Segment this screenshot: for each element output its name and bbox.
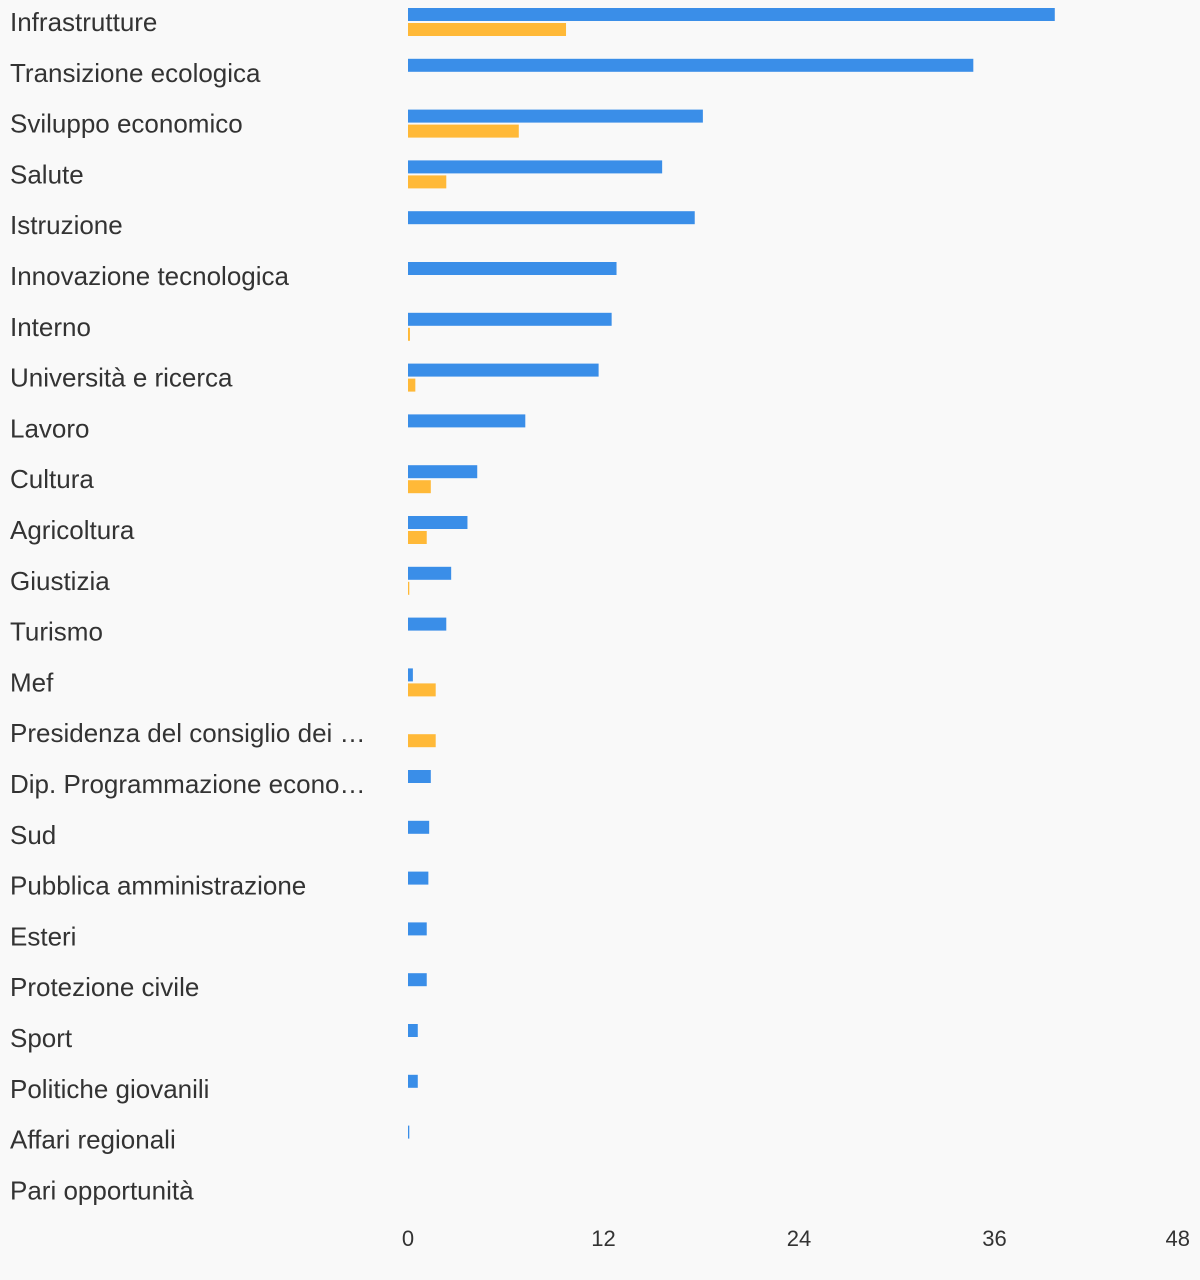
bar-series-1 <box>408 617 447 631</box>
category-label: Turismo <box>10 617 103 647</box>
x-tick-label: 36 <box>982 1226 1006 1251</box>
category-label: Mef <box>10 667 54 697</box>
bar-series-1 <box>408 160 663 174</box>
x-tick-label: 24 <box>787 1226 811 1251</box>
category-label: Presidenza del consiglio dei … <box>10 718 366 748</box>
category-label: Lavoro <box>10 413 90 443</box>
category-label: Dip. Programmazione econo… <box>10 769 366 799</box>
category-label: Politiche giovanili <box>10 1074 209 1104</box>
category-label: Interno <box>10 312 91 342</box>
category-label: Pari opportunità <box>10 1175 194 1205</box>
bar-series-1 <box>408 871 429 885</box>
category-label: Affari regionali <box>10 1125 176 1155</box>
category-label: Infrastrutture <box>10 7 157 37</box>
x-tick-label: 12 <box>591 1226 615 1251</box>
category-label: Innovazione tecnologica <box>10 261 290 291</box>
bar-series-1 <box>408 109 703 123</box>
x-tick-label: 48 <box>1166 1226 1190 1251</box>
category-label: Università e ricerca <box>10 363 233 393</box>
bar-series-2 <box>408 734 436 748</box>
category-label: Istruzione <box>10 210 123 240</box>
bar-series-2 <box>408 124 519 138</box>
category-labels: Infrastrutture Transizione ecologica Svilu… <box>10 7 366 1205</box>
category-label: Protezione civile <box>10 972 199 1002</box>
bar-series-2 <box>408 480 431 494</box>
bar-series-1 <box>408 1074 418 1088</box>
bar-series-1 <box>408 262 617 275</box>
x-axis-ticks: 0 12 24 36 48 <box>402 1226 1190 1251</box>
bar-series-1 <box>408 566 452 580</box>
bar-series-1 <box>408 465 478 479</box>
category-label: Sviluppo economico <box>10 109 243 139</box>
bar-series-1 <box>408 668 413 682</box>
category-label: Transizione ecologica <box>10 58 261 88</box>
bar-series-2 <box>408 581 410 595</box>
bar-series-2 <box>408 531 427 544</box>
bar-series-2 <box>408 378 416 392</box>
bar-series-1 <box>408 820 430 834</box>
bar-series-1 <box>408 516 468 529</box>
bar-series-1 <box>408 58 974 72</box>
category-label: Pubblica amministrazione <box>10 871 306 901</box>
bar-series-1 <box>408 770 431 783</box>
category-label: Sport <box>10 1023 73 1053</box>
bar-series-2 <box>408 327 410 341</box>
category-label: Giustizia <box>10 566 110 596</box>
bar-series-1 <box>408 1024 418 1037</box>
category-label: Sud <box>10 820 56 850</box>
category-label: Agricoltura <box>10 515 135 545</box>
category-label: Esteri <box>10 921 76 951</box>
x-tick-label: 0 <box>402 1226 414 1251</box>
bar-series-1 <box>408 973 427 987</box>
category-label: Cultura <box>10 464 94 494</box>
bar-series-1 <box>408 312 612 326</box>
bar-series-1 <box>408 414 526 428</box>
bar-series-1 <box>408 1125 410 1139</box>
bar-series-2 <box>408 683 436 697</box>
bar-series-2 <box>408 175 447 189</box>
bar-series-1 <box>408 8 1055 21</box>
category-label: Salute <box>10 159 84 189</box>
bar-series-2 <box>408 23 567 36</box>
bars <box>408 8 1055 1139</box>
bar-series-1 <box>408 363 599 377</box>
bar-series-1 <box>408 922 427 936</box>
bar-series-1 <box>408 211 695 225</box>
